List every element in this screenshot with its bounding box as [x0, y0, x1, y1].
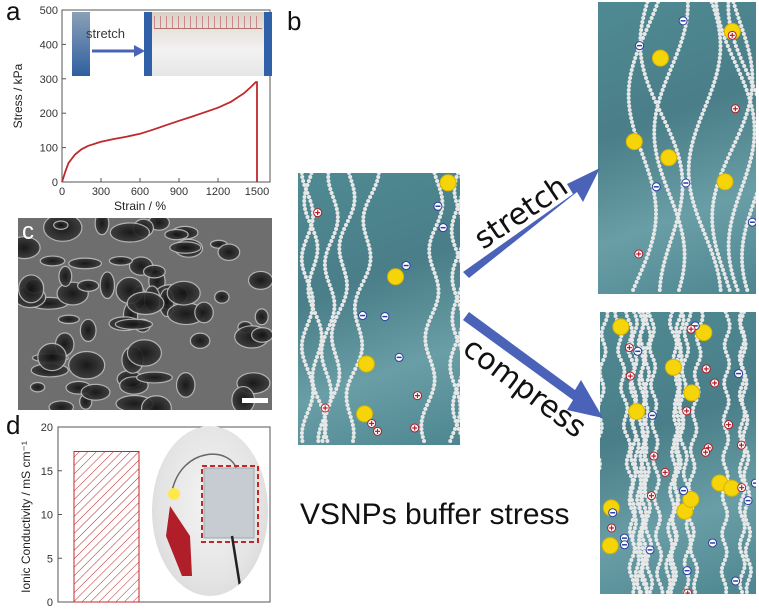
x-tick-label: 600: [131, 186, 149, 198]
compress-label: compress: [456, 330, 592, 440]
hydrogel-sample: [203, 467, 255, 539]
panel-label-b: b: [287, 6, 302, 36]
scale-bar: [242, 398, 268, 403]
stress-strain-curve: [61, 81, 258, 183]
conductivity-chart: 0 5 10 15 20 Ionic Conductivity / mS cm⁻¹: [19, 422, 271, 609]
panel-label-c: c: [22, 218, 34, 245]
y-tick-label: 100: [40, 143, 58, 155]
arrow-up-right-icon: [463, 168, 600, 278]
y-axis-label: Ionic Conductivity / mS cm⁻¹: [19, 441, 33, 593]
y-tick-label: 200: [40, 108, 58, 120]
arrow-right-icon: [92, 45, 145, 57]
x-tick-label: 900: [170, 186, 188, 198]
y-tick-label: 300: [40, 74, 58, 86]
x-tick-label: 1500: [245, 186, 269, 198]
x-tick-label: 1200: [206, 186, 230, 198]
network-scheme-initial: [298, 173, 460, 445]
stretch-label: stretch: [468, 169, 574, 257]
stretch-arrow: stretch: [463, 168, 600, 278]
sample-highlight-box: [201, 465, 259, 543]
stress-strain-chart: 0 100 200 300 400 500 0 300 600 900 1200 1500 Stra…: [11, 5, 271, 213]
stretch-inset-photo: stretch: [72, 12, 272, 76]
conductivity-bar: [73, 451, 140, 603]
sem-micrograph: c: [18, 218, 272, 410]
panel-label-d: d: [6, 410, 21, 440]
compress-arrow: compress: [456, 312, 603, 440]
porous-texture: [18, 218, 272, 410]
plot-frame: [61, 9, 271, 183]
stretch-inset-label: stretch: [86, 26, 126, 41]
y-tick-label: 5: [47, 553, 53, 565]
unstretched-sample-photo: [72, 12, 90, 76]
panel-label-a: a: [6, 0, 21, 26]
led-circuit-photo: [152, 426, 268, 596]
network-scheme-stretched: [598, 2, 756, 294]
y-axis-label: Stress / kPa: [11, 63, 25, 128]
y-tick-label: 500: [40, 5, 58, 17]
y-tick-label: 0: [47, 597, 53, 609]
x-tick-label: 300: [92, 186, 110, 198]
led-icon: [168, 488, 180, 500]
y-tick-label: 15: [41, 466, 53, 478]
network-scheme-compressed: [600, 312, 756, 594]
x-axis-label: Strain / %: [114, 199, 166, 213]
y-tick-label: 20: [41, 422, 53, 434]
x-tick-label: 0: [59, 186, 65, 198]
y-tick-label: 10: [41, 510, 53, 522]
y-tick-label: 0: [52, 177, 58, 189]
y-tick-label: 400: [40, 39, 58, 51]
stretched-sample-photo: [144, 12, 272, 76]
scheme-caption: VSNPs buffer stress: [300, 498, 570, 531]
battery-holder: [166, 506, 192, 576]
arrow-down-right-icon: [463, 312, 603, 418]
